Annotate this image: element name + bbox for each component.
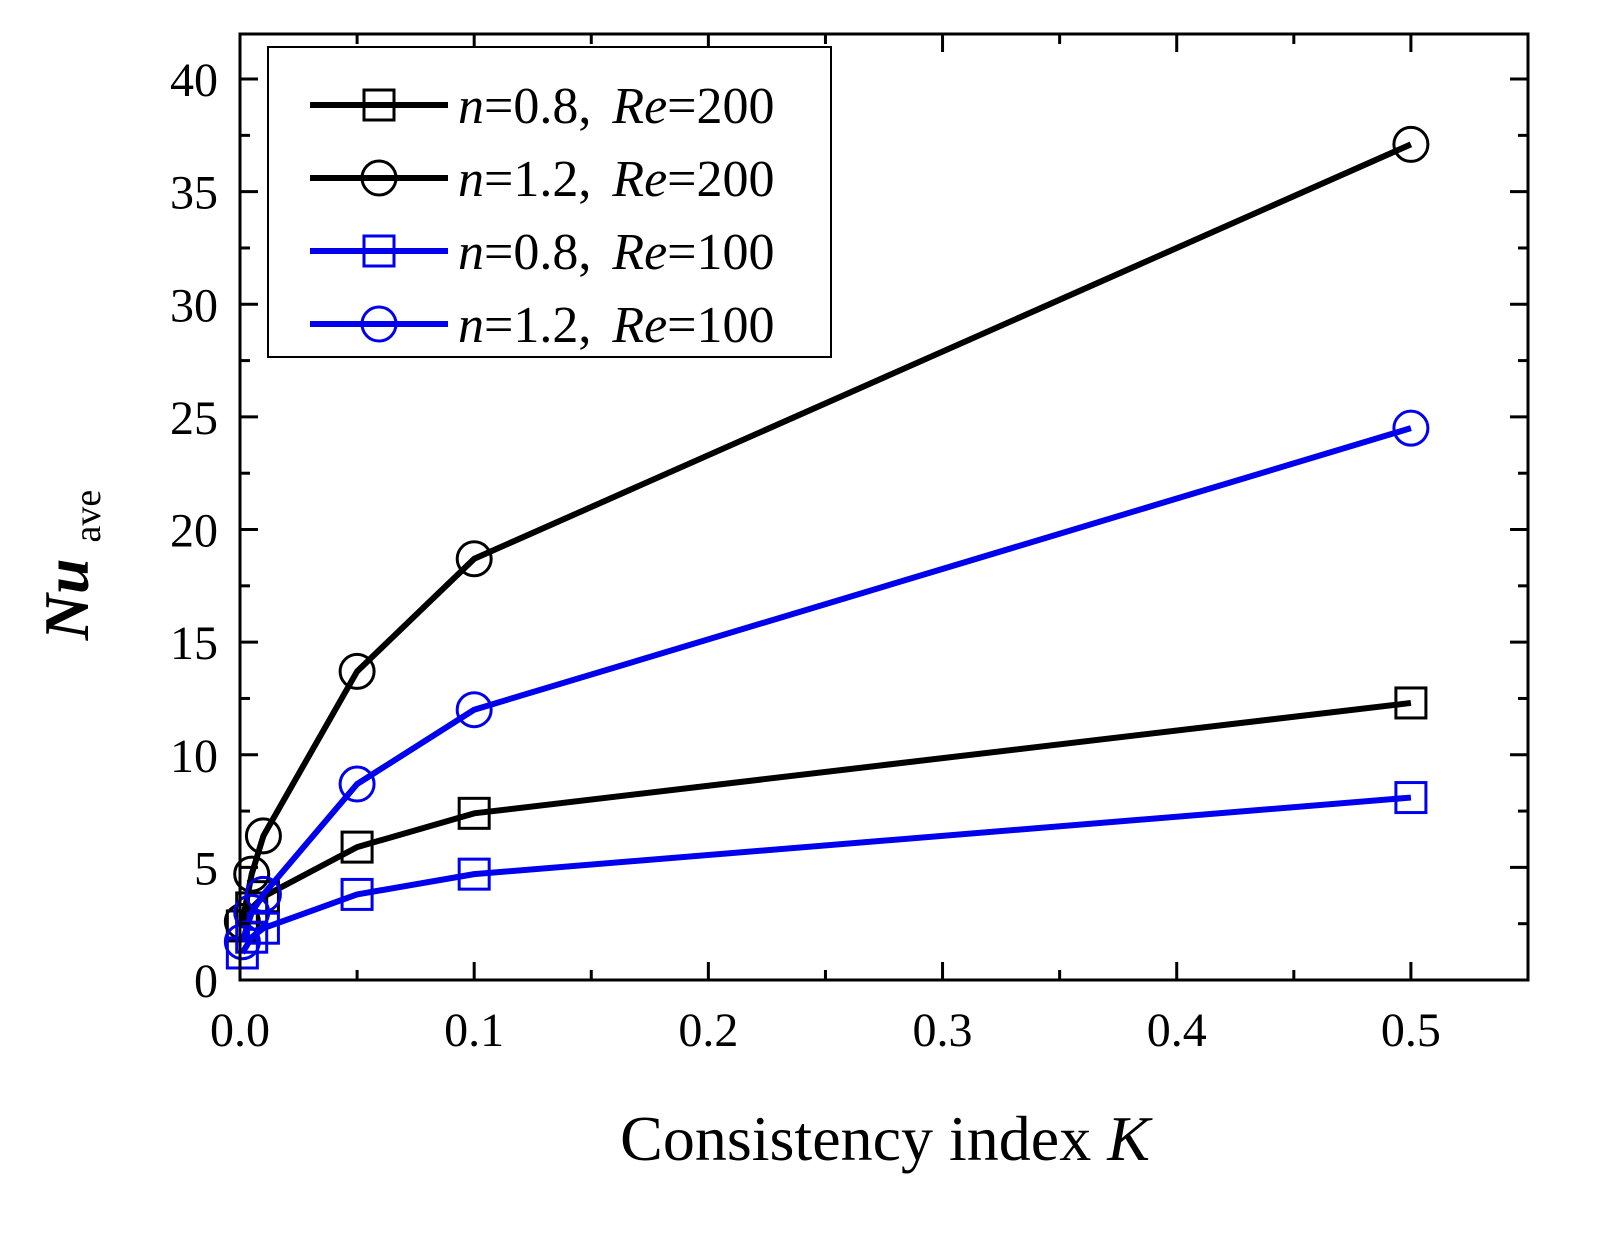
y-tick-label: 5	[194, 842, 218, 895]
y-axis-title-main: Nu	[31, 558, 102, 641]
y-tick-label: 15	[170, 617, 218, 670]
data-point	[340, 877, 374, 911]
x-tick-label: 0.0	[210, 1004, 270, 1057]
data-point	[455, 691, 493, 729]
legend-label: n=1.2, Re=100	[458, 297, 775, 354]
legend-re-value: =100	[667, 297, 774, 354]
legend-re-symbol: Re	[611, 297, 667, 354]
legend-item: n=0.8, Re=200	[310, 78, 775, 135]
legend-n-value: =0.8,	[484, 224, 604, 281]
legend-label: n=0.8, Re=100	[458, 224, 775, 281]
legend-n-symbol: n	[458, 224, 484, 281]
data-point	[457, 857, 491, 891]
legend-box	[267, 46, 832, 358]
plot-area	[223, 125, 1430, 970]
data-point	[1392, 125, 1430, 163]
legend-marker	[360, 305, 398, 343]
legend-item: n=1.2, Re=200	[310, 151, 775, 208]
y-tick-label: 10	[170, 730, 218, 783]
y-axis-title-sub: ave	[67, 490, 109, 543]
plot-frame	[238, 32, 1530, 982]
x-tick-label: 0.4	[1147, 1004, 1207, 1057]
y-axis-title: Nu ave	[31, 490, 109, 642]
legend-re-symbol: Re	[611, 151, 667, 208]
data-point	[1394, 781, 1428, 815]
data-point	[455, 540, 493, 578]
legend-re-value: =200	[667, 78, 774, 135]
data-point	[233, 893, 271, 931]
x-axis-title: Consistency index K	[620, 1103, 1153, 1174]
data-point	[457, 796, 491, 830]
x-axis-title-text: Consistency index	[620, 1103, 1091, 1174]
y-tick-label: 40	[170, 54, 218, 107]
legend-re-value: =200	[667, 151, 774, 208]
y-tick-label: 25	[170, 392, 218, 445]
legend-n-value: =0.8,	[484, 78, 604, 135]
data-point	[340, 830, 374, 864]
legend-marker	[362, 88, 396, 122]
series-4	[223, 409, 1430, 961]
y-tick-label: 30	[170, 279, 218, 332]
legend-n-symbol: n	[458, 297, 484, 354]
legend-n-symbol: n	[458, 78, 484, 135]
data-point	[1392, 409, 1430, 447]
legend-marker	[360, 159, 398, 197]
data-point	[1394, 686, 1428, 720]
x-tick-label: 0.3	[913, 1004, 973, 1057]
legend-label: n=0.8, Re=200	[458, 78, 775, 135]
axes: 0.0 0.1 0.2 0.3 0.4 0.5 0 5 10 15 20 25 30 35 40	[170, 32, 1530, 1057]
legend-n-symbol: n	[458, 151, 484, 208]
data-point	[244, 817, 282, 855]
data-point	[233, 855, 271, 893]
legend-label: n=1.2, Re=200	[458, 151, 775, 208]
data-point	[338, 765, 376, 803]
series-line	[239, 794, 1412, 955]
legend-re-value: =100	[667, 224, 774, 281]
legend-item: n=0.8, Re=100	[310, 224, 775, 281]
data-point	[244, 875, 282, 913]
legend-item: n=1.2, Re=100	[310, 297, 775, 354]
legend-n-value: =1.2,	[484, 151, 604, 208]
data-point	[338, 652, 376, 690]
x-axis-title-variable: K	[1106, 1103, 1153, 1174]
legend-n-value: =1.2,	[484, 297, 604, 354]
x-tick-label: 0.1	[444, 1004, 504, 1057]
legend-re-symbol: Re	[611, 224, 667, 281]
y-tick-label: 20	[170, 505, 218, 558]
legend-marker	[362, 234, 396, 268]
y-tick-label: 35	[170, 167, 218, 220]
y-tick-label: 0	[194, 955, 218, 1008]
legend-re-symbol: Re	[611, 78, 667, 135]
series-line	[239, 425, 1412, 943]
x-tick-label: 0.2	[678, 1004, 738, 1057]
x-tick-label: 0.5	[1381, 1004, 1441, 1057]
